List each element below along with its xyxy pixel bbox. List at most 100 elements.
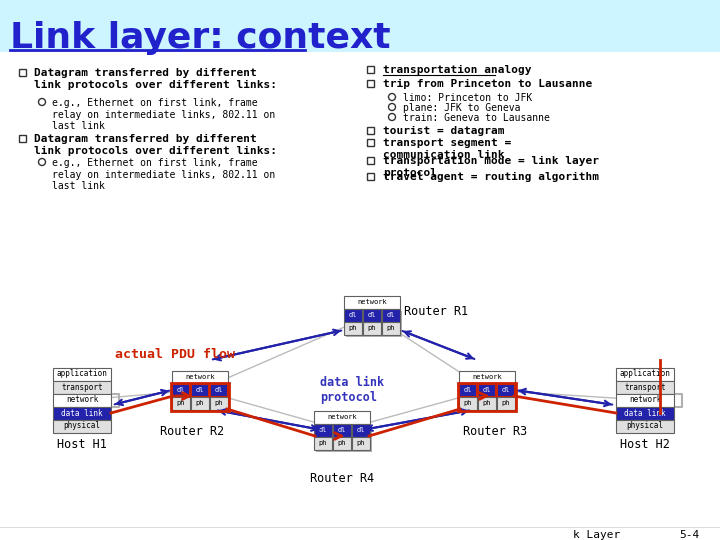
Text: application: application bbox=[620, 369, 670, 379]
Text: application: application bbox=[57, 369, 107, 379]
Bar bbox=[314, 436, 332, 449]
Text: actual PDU flow: actual PDU flow bbox=[115, 348, 235, 361]
Text: data link
protocol: data link protocol bbox=[320, 376, 384, 404]
Text: dl: dl bbox=[319, 427, 328, 433]
Text: dl: dl bbox=[368, 312, 377, 318]
Bar bbox=[382, 308, 400, 321]
Bar bbox=[171, 382, 229, 410]
Bar bbox=[352, 436, 370, 449]
Bar bbox=[0, 0, 720, 52]
Text: Router R4: Router R4 bbox=[310, 472, 374, 485]
Text: ph: ph bbox=[482, 400, 491, 406]
Text: transportation mode = link layer
protocol: transportation mode = link layer protoco… bbox=[383, 156, 599, 178]
Text: e.g., Ethernet on first link, frame
relay on intermediate links, 802.11 on
last : e.g., Ethernet on first link, frame rela… bbox=[52, 158, 275, 191]
Bar bbox=[344, 295, 400, 308]
Text: dl: dl bbox=[464, 387, 472, 393]
Text: limo: Princeton to JFK: limo: Princeton to JFK bbox=[403, 93, 532, 103]
Bar bbox=[172, 396, 190, 409]
Text: dl: dl bbox=[338, 427, 346, 433]
Text: dl: dl bbox=[348, 312, 357, 318]
Text: dl: dl bbox=[482, 387, 491, 393]
Bar bbox=[382, 321, 400, 334]
Text: trip from Princeton to Lausanne: trip from Princeton to Lausanne bbox=[383, 79, 593, 89]
Bar bbox=[478, 383, 496, 396]
Text: dl: dl bbox=[502, 387, 510, 393]
Text: data link: data link bbox=[61, 408, 103, 417]
Bar bbox=[53, 407, 111, 420]
Bar bbox=[210, 383, 228, 396]
Bar bbox=[191, 383, 209, 396]
Bar bbox=[333, 436, 351, 449]
Text: ph: ph bbox=[215, 400, 223, 406]
Text: network: network bbox=[472, 374, 502, 380]
Text: transport: transport bbox=[624, 382, 666, 392]
Text: ph: ph bbox=[368, 325, 377, 331]
Bar bbox=[458, 382, 516, 410]
Text: ph: ph bbox=[356, 440, 365, 446]
Text: transport: transport bbox=[61, 382, 103, 392]
Text: Router R1: Router R1 bbox=[404, 305, 468, 318]
Text: data link: data link bbox=[624, 408, 666, 417]
Text: Link layer: context: Link layer: context bbox=[10, 21, 391, 55]
Text: Datagram transferred by different
link protocols over different links:: Datagram transferred by different link p… bbox=[34, 134, 277, 156]
Bar bbox=[344, 308, 362, 321]
Text: network: network bbox=[66, 395, 98, 404]
Bar bbox=[19, 69, 25, 76]
Text: ph: ph bbox=[387, 325, 395, 331]
Bar bbox=[459, 383, 477, 396]
Bar bbox=[616, 394, 674, 407]
Bar bbox=[314, 423, 332, 436]
Text: Host H2: Host H2 bbox=[620, 438, 670, 451]
Text: transportation analogy: transportation analogy bbox=[383, 65, 531, 75]
Bar bbox=[346, 310, 402, 336]
Text: physical: physical bbox=[626, 422, 664, 430]
Bar bbox=[616, 420, 674, 433]
Bar bbox=[53, 394, 111, 407]
Text: train: Geneva to Lausanne: train: Geneva to Lausanne bbox=[403, 113, 550, 123]
Bar bbox=[478, 396, 496, 409]
Bar bbox=[366, 138, 374, 145]
Bar bbox=[616, 381, 674, 394]
Bar bbox=[19, 134, 25, 141]
Bar bbox=[352, 423, 370, 436]
Text: Host H1: Host H1 bbox=[57, 438, 107, 451]
Text: e.g., Ethernet on first link, frame
relay on intermediate links, 802.11 on
last : e.g., Ethernet on first link, frame rela… bbox=[52, 98, 275, 131]
Bar bbox=[366, 79, 374, 86]
Bar bbox=[616, 368, 674, 381]
Text: dl: dl bbox=[387, 312, 395, 318]
Bar bbox=[616, 407, 674, 420]
Text: dl: dl bbox=[215, 387, 223, 393]
Text: travel agent = routing algorithm: travel agent = routing algorithm bbox=[383, 172, 599, 182]
Text: ph: ph bbox=[338, 440, 346, 446]
Bar bbox=[191, 396, 209, 409]
Text: dl: dl bbox=[356, 427, 365, 433]
Bar bbox=[497, 396, 515, 409]
Bar bbox=[366, 126, 374, 133]
Bar bbox=[172, 383, 190, 396]
Bar bbox=[459, 396, 477, 409]
Text: network: network bbox=[357, 299, 387, 305]
Text: ph: ph bbox=[348, 325, 357, 331]
Bar bbox=[366, 157, 374, 164]
Bar bbox=[53, 381, 111, 394]
Bar bbox=[53, 420, 111, 433]
Bar bbox=[314, 410, 370, 423]
Text: 5-4: 5-4 bbox=[680, 530, 700, 540]
Bar bbox=[363, 308, 381, 321]
Text: plane: JFK to Geneva: plane: JFK to Geneva bbox=[403, 103, 521, 113]
Text: dl: dl bbox=[176, 387, 185, 393]
Text: ph: ph bbox=[319, 440, 328, 446]
Text: network: network bbox=[185, 374, 215, 380]
Text: network: network bbox=[629, 395, 661, 404]
Bar bbox=[53, 368, 111, 381]
Bar bbox=[363, 321, 381, 334]
Text: Datagram transferred by different
link protocols over different links:: Datagram transferred by different link p… bbox=[34, 68, 277, 90]
Bar bbox=[316, 426, 372, 451]
Text: Router R2: Router R2 bbox=[160, 425, 224, 438]
Text: ph: ph bbox=[464, 400, 472, 406]
Text: ph: ph bbox=[502, 400, 510, 406]
Text: transport segment =
communication link: transport segment = communication link bbox=[383, 138, 511, 160]
Bar bbox=[344, 321, 362, 334]
Bar bbox=[333, 423, 351, 436]
Bar bbox=[459, 370, 515, 383]
